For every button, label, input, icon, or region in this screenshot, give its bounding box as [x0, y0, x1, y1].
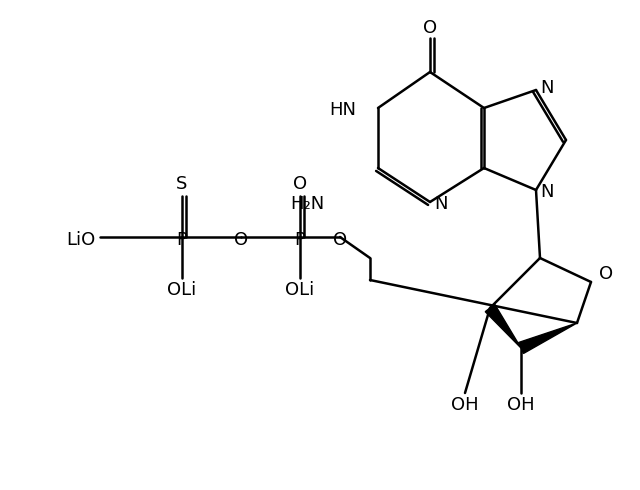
Text: O: O [333, 231, 347, 249]
Text: LiO: LiO [67, 231, 96, 249]
Text: OH: OH [507, 396, 535, 414]
Text: O: O [423, 19, 437, 37]
Text: S: S [176, 175, 188, 193]
Text: O: O [599, 265, 613, 283]
Text: OH: OH [451, 396, 479, 414]
Text: N: N [540, 183, 554, 201]
Text: HN: HN [329, 101, 356, 119]
Text: P: P [177, 231, 188, 249]
Polygon shape [485, 304, 521, 348]
Text: N: N [540, 79, 554, 97]
Text: O: O [293, 175, 307, 193]
Text: N: N [434, 195, 447, 213]
Text: OLi: OLi [168, 281, 196, 299]
Text: P: P [294, 231, 305, 249]
Text: OLi: OLi [285, 281, 315, 299]
Polygon shape [518, 323, 577, 353]
Text: O: O [234, 231, 248, 249]
Text: H₂N: H₂N [291, 195, 325, 213]
